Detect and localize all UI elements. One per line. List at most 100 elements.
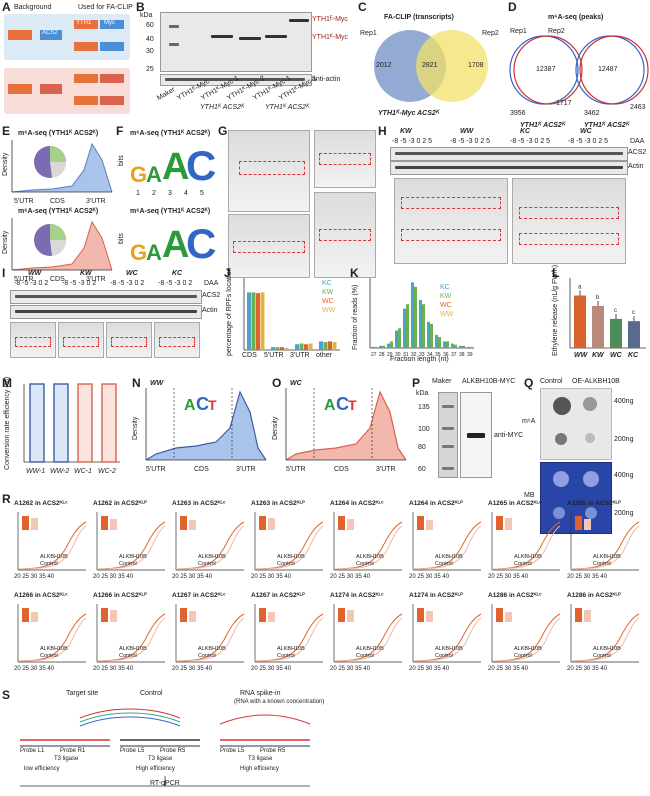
axis-tick: CDS [334, 466, 349, 473]
legend-item: ALKBH10B [593, 646, 621, 652]
curve-control [17, 521, 87, 570]
acs2-blot [10, 290, 202, 304]
rep-label: Rep1 [360, 30, 377, 37]
legend-item: ALKBH10B [435, 554, 463, 560]
tick-37: 37 [451, 352, 457, 358]
legend-item: ALKBH10B [119, 646, 147, 652]
bar-KW-37 [454, 344, 457, 348]
curve-alkbh10b [254, 617, 324, 662]
bar-WC-CDS [256, 293, 260, 350]
plot-title: m⁶A-seq (YTH1ᴷ ACS2ᴷ) [18, 208, 99, 215]
qpcr-legend: ALKBH10B Control [435, 646, 463, 660]
legend-item: KW [440, 293, 452, 300]
significance-letter: c [614, 308, 617, 314]
bar-chart-m [23, 383, 120, 463]
ligase-label: T3 ligase [248, 756, 273, 762]
qpcr-legend: ALKBH10B Control [514, 554, 542, 568]
qpcr-title: A1264 in ACS2ᴷᴸᶜ [330, 500, 384, 507]
panel-label-r: R [2, 492, 11, 506]
bar-KC-34 [427, 321, 430, 348]
qpcr-title: A1262 in ACS2ᴷᴸᴾ [93, 500, 147, 507]
bar-KC-39 [467, 346, 470, 348]
svg-text:C: C [196, 394, 209, 414]
day-labels: -8 -5 -3 0 2 [158, 280, 193, 287]
gel-image [228, 214, 310, 278]
qpcr-plot: A1263 in ACS2ᴷᴸᶜ ALKBH10B Control 20 25 30 … [172, 500, 250, 590]
panel-label-d: D [508, 0, 517, 14]
bar-WW-3'UTR [308, 343, 313, 350]
panel-label-s: S [2, 688, 11, 702]
curve-alkbh10b [333, 617, 403, 662]
probe-label: Probe R5 [260, 748, 286, 754]
curve-alkbh10b [175, 525, 245, 570]
tick-36: 36 [443, 352, 449, 358]
significance-letter: c [632, 310, 635, 316]
legend-item: Control [514, 653, 532, 659]
curve-control [96, 521, 166, 570]
inset-bar-control [22, 516, 29, 530]
venn-count: 1717 [556, 100, 572, 107]
venn-count: 3956 [510, 110, 526, 117]
tick-38: 38 [459, 352, 465, 358]
legend-item: WW [322, 307, 336, 314]
band-label: anti-actin [312, 76, 341, 83]
histogram-k: 27 28 29 30 31 32 33 34 35 36 37 38 39 [369, 278, 474, 358]
axis-tick: CDS [194, 466, 209, 473]
bar-WC-3'UTR [304, 344, 308, 350]
gene-label: ACS2 [42, 30, 58, 36]
position-tick: 4 [184, 190, 188, 197]
amount-label: 400ng [614, 472, 634, 479]
group-label: WC [126, 270, 138, 277]
legend-item: ALKBH10B [514, 554, 542, 560]
curve-alkbh10b [491, 525, 561, 570]
bar-KW-38 [462, 345, 465, 348]
legend-item: ALKBH10B [593, 554, 621, 560]
density-plot-o: A C T [285, 388, 407, 461]
legend-item: Control [435, 561, 453, 567]
inset-bar-control [338, 516, 345, 530]
bar-KW-CDS [251, 292, 256, 350]
inset-bar-control [575, 608, 582, 622]
axis-tick: 5'UTR [14, 276, 34, 283]
axis-tick: CDS [50, 276, 65, 283]
legend-item: WC [440, 302, 452, 309]
amount-label: 200ng [614, 510, 634, 517]
curve-alkbh10b [96, 617, 166, 662]
gel-image [58, 322, 104, 358]
qpcr-legend: ALKBH10B Control [593, 554, 621, 568]
qpcr-plot: A1274 in ACS2ᴷᴸᶜ ALKBH10B Control 20 25 30 … [330, 592, 408, 682]
axis-tick: WC [610, 352, 622, 359]
group-label: WW [460, 128, 474, 135]
gel-image [394, 178, 508, 264]
rep-label: Rep1 [510, 28, 527, 35]
venn-title: m⁶A-seq (peaks) [548, 14, 604, 21]
curve-alkbh10b [17, 617, 87, 662]
axis-tick: 5'UTR [264, 352, 284, 359]
curve-control [175, 521, 245, 570]
bar-KC-35 [435, 334, 438, 348]
gene-label: YTH1 [76, 20, 92, 26]
ligase-label: T3 ligase [148, 756, 173, 762]
qpcr-xticks: 20 25 30 35 40 [488, 574, 529, 580]
inset-bar-alkbh10b [31, 612, 38, 622]
group-label: YTH1ᴷ ACS2ᴷ [265, 104, 310, 111]
axis-tick: 5'UTR [286, 466, 306, 473]
legend-item: Control [198, 561, 216, 567]
row-label: MB [524, 492, 535, 499]
curve-control [412, 521, 482, 570]
qpcr-plot: A1262 in ACS2ᴷᴸᶜ ALKBH10B Control 20 25 30 … [14, 500, 92, 590]
panel-label-i: I [2, 266, 6, 280]
qpcr-plot: A1265 in ACS2ᴷᴸᴾ ALKBH10B Control 20 25 30 … [567, 500, 645, 590]
qpcr-xticks: 20 25 30 35 40 [251, 574, 292, 580]
group-label: WC [580, 128, 592, 135]
tick-33: 33 [419, 352, 425, 358]
bar-KW-30 [398, 328, 401, 348]
curve-alkbh10b [570, 617, 640, 662]
axis-tick: WW-2 [50, 468, 70, 475]
legend-item: ALKBH10B [356, 646, 384, 652]
qpcr-legend: ALKBH10B Control [198, 646, 226, 660]
column-label: Control [540, 378, 563, 385]
inset-bar-alkbh10b [505, 518, 512, 530]
qpcr-title: A1265 in ACS2ᴷᴸᶜ [488, 500, 542, 507]
lane-label: Maker [432, 378, 452, 385]
